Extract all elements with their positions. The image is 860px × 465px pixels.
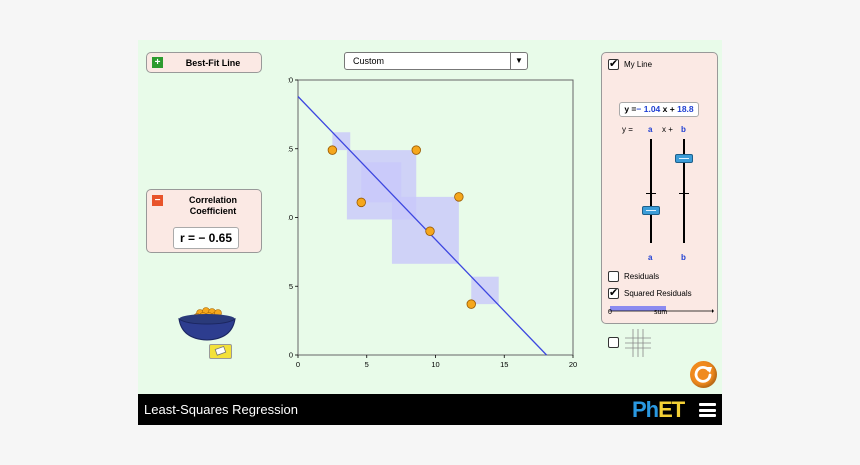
- eraser-button[interactable]: [209, 344, 232, 359]
- data-points-layer[interactable]: [327, 145, 476, 309]
- sum-axis-zero: 0: [608, 309, 612, 316]
- slider-header-x-plus: x +: [662, 125, 673, 134]
- data-point[interactable]: [466, 299, 476, 309]
- slider-b-track[interactable]: [683, 139, 685, 243]
- grid-checkbox[interactable]: [608, 337, 619, 348]
- data-point[interactable]: [425, 226, 435, 236]
- slider-header-a: a: [648, 125, 653, 134]
- minus-icon[interactable]: −: [152, 195, 163, 206]
- equation-x-plus: x +: [662, 104, 675, 114]
- x-tick-label: 5: [365, 360, 369, 369]
- data-point[interactable]: [454, 192, 464, 202]
- squared-residuals-label: Squared Residuals: [624, 289, 692, 298]
- slider-header-b: b: [681, 125, 686, 134]
- y-tick-label: 20: [288, 76, 293, 85]
- correlation-value: r = − 0.65: [173, 227, 239, 249]
- my-line-layer: [297, 96, 548, 356]
- sum-axis-label: sum: [654, 309, 668, 316]
- data-point[interactable]: [356, 197, 366, 208]
- slider-b-thumb[interactable]: [675, 153, 693, 163]
- equation-prefix: y =: [624, 104, 637, 114]
- hamburger-menu-icon[interactable]: [699, 403, 716, 417]
- y-tick-label: 0: [289, 351, 293, 360]
- grid-icon: [625, 329, 651, 357]
- y-tick-label: 15: [288, 144, 293, 153]
- slider-a-thumb[interactable]: [642, 206, 660, 216]
- slider-a-label: a: [648, 253, 653, 262]
- data-point[interactable]: [327, 145, 338, 155]
- correlation-label-line2: Coefficient: [189, 206, 237, 216]
- my-line[interactable]: [297, 96, 548, 356]
- x-tick-label: 0: [296, 360, 300, 369]
- residuals-checkbox[interactable]: [608, 271, 619, 282]
- slider-header-y-eq: y =: [622, 125, 633, 134]
- squared-residuals-checkbox[interactable]: [608, 286, 619, 299]
- dataset-dropdown-value: Custom: [353, 56, 385, 66]
- bucket-rim: [179, 314, 235, 324]
- my-line-equation: y =− 1.04 x + 18.8: [619, 102, 699, 117]
- eraser-icon: [214, 345, 227, 356]
- navigation-bar: Least-Squares Regression PhET: [138, 394, 722, 425]
- chevron-down-icon[interactable]: ▼: [510, 53, 527, 69]
- y-tick-label: 5: [289, 282, 293, 291]
- equation-intercept: 18.8: [677, 104, 694, 114]
- x-tick-label: 10: [431, 360, 439, 369]
- sum-axis-arrow: [712, 309, 714, 313]
- equation-slope: − 1.04: [636, 104, 661, 114]
- reset-icon: [694, 365, 712, 383]
- correlation-coefficient-panel: − Correlation Coefficient r = − 0.65: [146, 189, 262, 253]
- scatter-plot[interactable]: 0 5 10 15 20 0 5 10 15 20: [288, 73, 583, 373]
- plot-area[interactable]: [297, 79, 574, 356]
- data-point[interactable]: [411, 145, 421, 155]
- x-tick-label: 20: [569, 360, 577, 369]
- best-fit-line-label: Best-Fit Line: [185, 58, 241, 68]
- residuals-label: Residuals: [624, 272, 660, 281]
- phet-logo[interactable]: PhET: [632, 397, 685, 422]
- dataset-dropdown[interactable]: Custom ▼: [344, 52, 528, 70]
- x-tick-label: 15: [500, 360, 508, 369]
- best-fit-line-panel[interactable]: + Best-Fit Line: [146, 52, 262, 73]
- sim-title: Least-Squares Regression: [144, 402, 298, 417]
- axes: 0 5 10 15 20 0 5 10 15 20: [288, 76, 577, 370]
- my-line-checkbox[interactable]: [608, 57, 619, 70]
- sum-bar-chart: [609, 306, 714, 313]
- my-line-label: My Line: [624, 60, 653, 69]
- point-bucket[interactable]: [178, 305, 238, 345]
- bucket-icon: [178, 317, 236, 341]
- slider-a-track[interactable]: [650, 139, 652, 243]
- my-line-panel: My Line y =− 1.04 x + 18.8 y = a x + b a…: [601, 52, 718, 324]
- correlation-label-line1: Correlation: [188, 195, 237, 205]
- y-tick-label: 10: [288, 213, 293, 222]
- slider-a-tick: [646, 193, 656, 194]
- slider-b-tick: [679, 193, 689, 194]
- sum-bar: [610, 306, 666, 311]
- plus-icon[interactable]: +: [152, 57, 163, 68]
- reset-all-button[interactable]: [690, 361, 717, 388]
- simulation-screen: + Best-Fit Line − Correlation Coefficien…: [138, 40, 722, 425]
- slider-b-label: b: [681, 253, 686, 262]
